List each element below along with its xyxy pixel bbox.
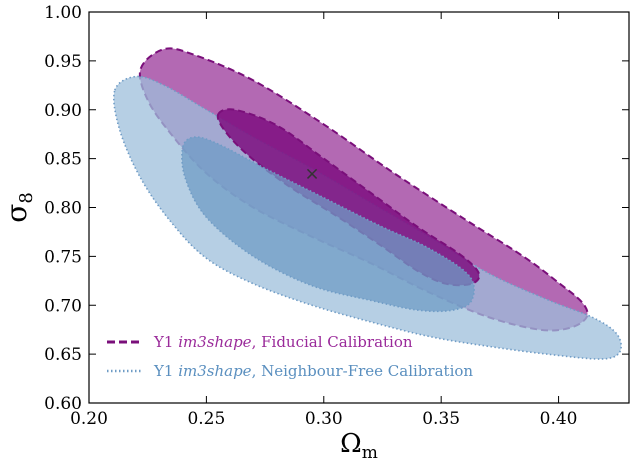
legend: Y1 im3shape, Fiducial Calibration Y1 im3… bbox=[107, 333, 473, 380]
y-tick-label: 0.65 bbox=[44, 345, 82, 365]
y-tick-label: 0.90 bbox=[44, 101, 82, 121]
y-tick-label: 0.70 bbox=[44, 296, 82, 316]
x-tick-label: 0.25 bbox=[187, 409, 225, 429]
legend-label-fiducial: Y1 im3shape, Fiducial Calibration bbox=[153, 333, 413, 351]
y-tick-label: 0.95 bbox=[44, 52, 82, 72]
ticks-layer: 0.20 0.25 0.30 0.35 0.40 0.60 0.65 0.70 0.75 0.80… bbox=[44, 3, 629, 429]
legend-label-neighbour-free: Y1 im3shape, Neighbour-Free Calibration bbox=[153, 362, 473, 380]
y-tick-label: 0.80 bbox=[44, 199, 82, 219]
best-fit-marker: × bbox=[304, 163, 319, 184]
y-tick-label: 0.60 bbox=[44, 394, 82, 414]
y-axis-label: σ8 bbox=[0, 192, 37, 223]
neighbour-free-contour-68pct bbox=[181, 136, 475, 313]
x-tick-label: 0.35 bbox=[422, 409, 460, 429]
x-tick-label: 0.40 bbox=[540, 409, 578, 429]
y-tick-label: 0.85 bbox=[44, 150, 82, 170]
marker-layer: × bbox=[304, 163, 319, 184]
x-tick-label: 0.20 bbox=[70, 409, 108, 429]
x-tick-label: 0.30 bbox=[305, 409, 343, 429]
y-tick-label: 1.00 bbox=[44, 3, 82, 23]
x-axis-label: Ωm bbox=[340, 429, 378, 463]
contours-layer bbox=[112, 47, 622, 360]
y-tick-label: 0.75 bbox=[44, 247, 82, 267]
